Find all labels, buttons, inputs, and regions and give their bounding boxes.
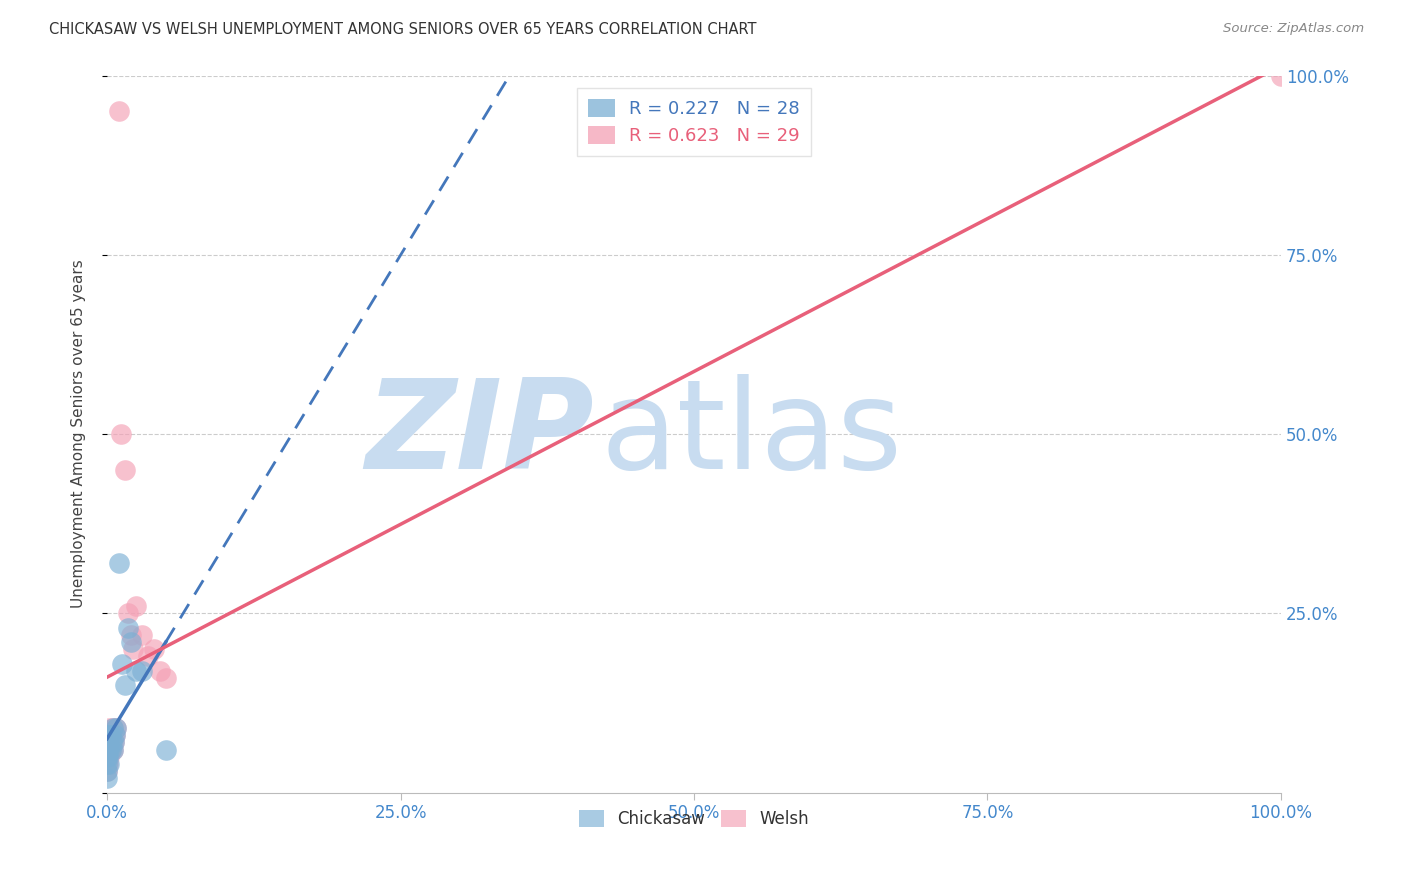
Point	[120, 628, 142, 642]
Point	[117, 621, 139, 635]
Point	[96, 764, 118, 779]
Point	[100, 742, 122, 756]
Point	[105, 721, 128, 735]
Point	[125, 664, 148, 678]
Point	[98, 742, 121, 756]
Point	[110, 427, 132, 442]
Point	[98, 728, 121, 742]
Point	[98, 756, 121, 771]
Point	[111, 657, 134, 671]
Point	[101, 742, 124, 756]
Point	[96, 764, 118, 779]
Point	[155, 671, 177, 685]
Point	[97, 728, 120, 742]
Point	[97, 742, 120, 756]
Point	[122, 642, 145, 657]
Point	[143, 642, 166, 657]
Point	[104, 728, 127, 742]
Point	[97, 756, 120, 771]
Point	[101, 742, 124, 756]
Point	[96, 756, 118, 771]
Point	[96, 742, 118, 756]
Point	[114, 463, 136, 477]
Point	[117, 607, 139, 621]
Point	[104, 728, 127, 742]
Point	[149, 664, 172, 678]
Text: atlas: atlas	[600, 374, 903, 494]
Point	[101, 721, 124, 735]
Point	[96, 772, 118, 786]
Point	[97, 728, 120, 742]
Point	[131, 628, 153, 642]
Point	[136, 649, 159, 664]
Point	[98, 721, 121, 735]
Point	[120, 635, 142, 649]
Text: ZIP: ZIP	[366, 374, 595, 494]
Point	[103, 735, 125, 749]
Legend: Chickasaw, Welsh: Chickasaw, Welsh	[572, 803, 815, 835]
Point	[155, 742, 177, 756]
Point	[125, 599, 148, 614]
Point	[131, 664, 153, 678]
Point	[1270, 69, 1292, 83]
Point	[100, 735, 122, 749]
Point	[108, 104, 131, 119]
Text: Source: ZipAtlas.com: Source: ZipAtlas.com	[1223, 22, 1364, 36]
Point	[101, 721, 124, 735]
Point	[100, 735, 122, 749]
Point	[103, 735, 125, 749]
Text: CHICKASAW VS WELSH UNEMPLOYMENT AMONG SENIORS OVER 65 YEARS CORRELATION CHART: CHICKASAW VS WELSH UNEMPLOYMENT AMONG SE…	[49, 22, 756, 37]
Point	[96, 749, 118, 764]
Y-axis label: Unemployment Among Seniors over 65 years: Unemployment Among Seniors over 65 years	[72, 260, 86, 608]
Point	[98, 735, 121, 749]
Point	[98, 749, 121, 764]
Point	[100, 742, 122, 756]
Point	[105, 721, 128, 735]
Point	[100, 728, 122, 742]
Point	[97, 749, 120, 764]
Point	[97, 735, 120, 749]
Point	[97, 742, 120, 756]
Point	[96, 749, 118, 764]
Point	[114, 678, 136, 692]
Point	[100, 728, 122, 742]
Point	[108, 556, 131, 570]
